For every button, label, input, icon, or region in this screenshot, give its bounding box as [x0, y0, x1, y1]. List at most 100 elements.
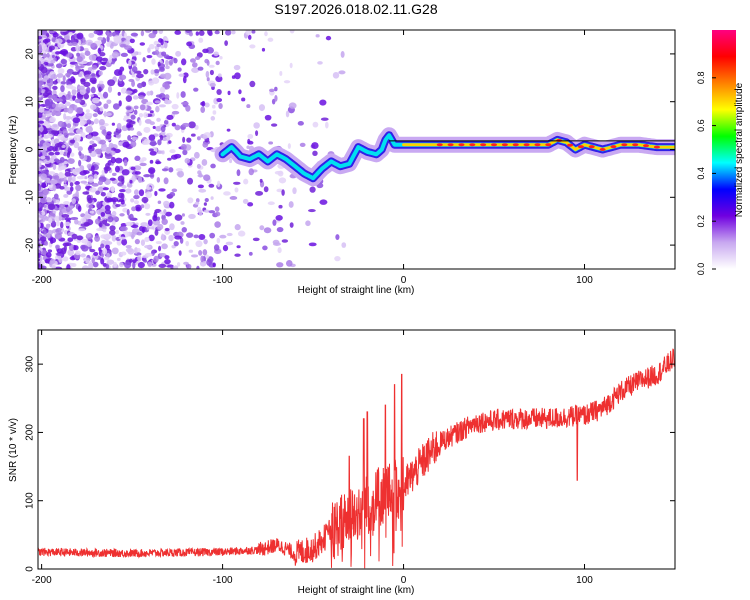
noise-speckle [144, 119, 152, 124]
noise-speckle [161, 168, 169, 172]
noise-speckle [188, 31, 193, 37]
noise-speckle [233, 64, 241, 71]
noise-speckle [137, 51, 142, 56]
x-tick-label: 0 [401, 575, 407, 586]
noise-speckle [242, 198, 249, 204]
noise-speckle [60, 221, 64, 229]
noise-speckle [164, 227, 170, 232]
noise-speckle [148, 234, 155, 242]
noise-speckle [41, 43, 47, 51]
noise-speckle [51, 138, 55, 145]
noise-speckle [111, 51, 119, 58]
ridge-peak [523, 143, 530, 147]
noise-speckle [158, 188, 166, 192]
noise-speckle [129, 179, 133, 184]
noise-speckle [136, 82, 143, 89]
noise-speckle [341, 242, 347, 248]
noise-speckle [154, 100, 161, 104]
noise-speckle [63, 201, 70, 205]
snr-y-ticks: 0 100 200 300 [25, 355, 675, 572]
noise-speckle [234, 187, 239, 193]
noise-speckle [261, 47, 266, 52]
noise-speckle [186, 263, 192, 269]
ridge-peak [458, 143, 465, 147]
snr-x-ticks: -200 -100 0 100 [32, 330, 593, 586]
noise-speckle [218, 102, 223, 109]
noise-speckle [46, 52, 50, 58]
noise-speckle [86, 194, 92, 202]
noise-speckle [111, 234, 117, 242]
noise-speckle [121, 238, 128, 246]
noise-speckle [173, 241, 179, 247]
noise-speckle [61, 213, 70, 218]
noise-speckle [332, 71, 340, 79]
noise-speckle [72, 117, 81, 124]
noise-speckle [150, 69, 155, 75]
noise-speckle [157, 223, 164, 230]
noise-speckle [198, 249, 203, 256]
noise-speckle [120, 226, 128, 232]
noise-speckle [272, 239, 280, 245]
noise-speckle [106, 131, 112, 136]
noise-speckle [84, 154, 88, 161]
noise-speckle [57, 68, 65, 74]
ridge-peak [512, 143, 519, 147]
noise-speckle [145, 101, 153, 106]
noise-speckle [148, 148, 154, 152]
noise-speckle [219, 234, 227, 239]
noise-speckle [289, 222, 294, 228]
noise-speckle [38, 217, 42, 221]
noise-speckle [52, 85, 58, 90]
noise-speckle [147, 261, 153, 268]
noise-speckle [174, 235, 182, 240]
noise-speckle [201, 159, 208, 166]
noise-speckle [75, 45, 81, 52]
noise-speckle [74, 63, 79, 67]
noise-speckle [115, 203, 121, 208]
noise-speckle [200, 106, 206, 113]
noise-speckle [131, 136, 139, 141]
noise-speckle [83, 170, 90, 175]
noise-speckle [156, 43, 162, 47]
noise-speckle [110, 150, 116, 156]
snr-x-label: Height of straight line (km) [298, 585, 415, 596]
figure-title: S197.2026.018.02.11.G28 [274, 1, 437, 17]
noise-speckle [202, 48, 209, 54]
ridge-peak [577, 145, 584, 149]
noise-speckle [146, 54, 153, 59]
noise-speckle [276, 262, 284, 268]
noise-speckle [79, 120, 85, 127]
noise-speckle [153, 255, 159, 263]
noise-speckle [76, 175, 85, 180]
noise-speckle [177, 67, 182, 72]
noise-speckle [199, 260, 207, 267]
ridge-peak [480, 143, 487, 147]
noise-speckle [67, 249, 75, 257]
noise-speckle [85, 260, 92, 264]
noise-speckle [68, 244, 75, 251]
noise-speckle [38, 78, 43, 82]
noise-speckle [127, 135, 132, 141]
noise-speckle [202, 249, 208, 256]
noise-speckle [76, 235, 83, 241]
noise-speckle [136, 73, 144, 79]
noise-speckle [194, 56, 201, 61]
noise-speckle [79, 88, 86, 95]
noise-speckle [42, 53, 48, 59]
noise-speckle [117, 175, 125, 182]
noise-speckle [148, 43, 155, 50]
ridge-peak [588, 145, 595, 149]
noise-speckle [111, 219, 116, 226]
noise-speckle [216, 89, 222, 96]
noise-speckle [38, 227, 41, 233]
noise-speckle [165, 59, 169, 67]
noise-speckle [97, 47, 102, 54]
noise-speckle [104, 209, 112, 215]
noise-speckle [245, 30, 251, 36]
noise-speckle [233, 181, 241, 185]
noise-speckle [170, 154, 178, 160]
noise-speckle [175, 50, 182, 57]
colorbar-tick-label: 0.6 [696, 119, 706, 132]
noise-speckle [152, 125, 156, 130]
noise-speckle [185, 232, 194, 238]
